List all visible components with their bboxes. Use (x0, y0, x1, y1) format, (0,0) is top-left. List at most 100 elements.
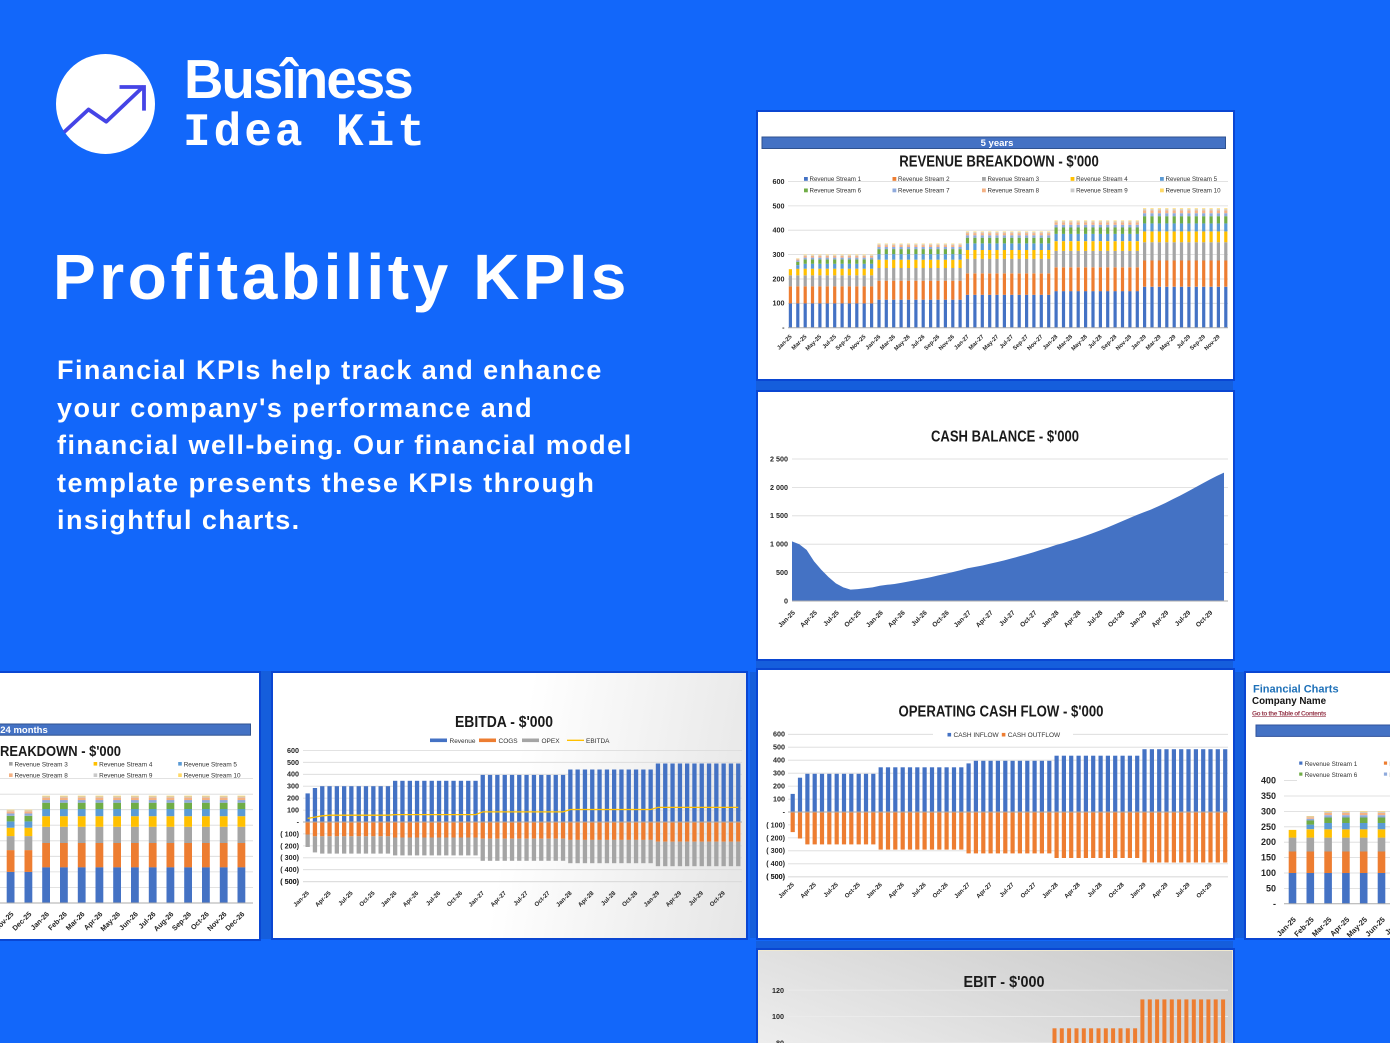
svg-text:Nov-26: Nov-26 (938, 334, 956, 352)
svg-text:Apr-29: Apr-29 (1151, 881, 1170, 900)
svg-text:Jan-27: Jan-27 (953, 609, 973, 629)
svg-text:May-26: May-26 (98, 910, 122, 934)
svg-text:Jan-26: Jan-26 (865, 609, 885, 629)
svg-text:Jul-25: Jul-25 (337, 890, 355, 908)
svg-text:Nov-28: Nov-28 (1115, 334, 1133, 352)
svg-text:Revenue Stream 6: Revenue Stream 6 (1305, 772, 1358, 779)
svg-text:Revenue Stream 1: Revenue Stream 1 (1305, 761, 1358, 768)
svg-text:Revenue Stream 7: Revenue Stream 7 (898, 188, 950, 195)
svg-text:100: 100 (773, 795, 785, 804)
svg-text:Oct-25: Oct-25 (843, 609, 863, 629)
svg-text:Revenue Stream 10: Revenue Stream 10 (184, 773, 241, 780)
svg-text:Dec-25: Dec-25 (10, 910, 33, 933)
svg-text:Jul-25: Jul-25 (1383, 915, 1390, 937)
svg-text:2 000: 2 000 (770, 483, 788, 492)
svg-text:Revenue Stream 10: Revenue Stream 10 (1166, 188, 1222, 195)
svg-text:Revenue Stream 4: Revenue Stream 4 (99, 761, 153, 768)
svg-text:OPERATING CASH FLOW - $'000: OPERATING CASH FLOW - $'000 (899, 704, 1104, 721)
svg-text:-: - (1273, 899, 1276, 909)
svg-text:Oct-26: Oct-26 (446, 890, 465, 909)
svg-text:200: 200 (1261, 837, 1276, 847)
svg-text:CASH INFLOW: CASH INFLOW (954, 732, 1000, 739)
svg-text:Jun-26: Jun-26 (117, 910, 140, 933)
svg-text:Apr-25: Apr-25 (314, 890, 333, 909)
svg-text:500: 500 (773, 743, 785, 752)
svg-text:-: - (782, 323, 785, 332)
svg-text:300: 300 (287, 782, 299, 791)
svg-text:Revenue Stream 4: Revenue Stream 4 (1076, 176, 1128, 183)
svg-text:Revenue Stream 2: Revenue Stream 2 (898, 176, 950, 183)
svg-text:( 200): ( 200) (280, 841, 299, 850)
svg-text:Revenue Stream 6: Revenue Stream 6 (810, 188, 862, 195)
svg-text:Apr-26: Apr-26 (402, 890, 421, 909)
svg-text:Jul-26: Jul-26 (910, 881, 928, 899)
svg-text:Apr-25: Apr-25 (799, 609, 819, 629)
svg-text:Oct-25: Oct-25 (843, 881, 862, 900)
svg-text:Aug-26: Aug-26 (152, 910, 176, 934)
svg-text:( 500): ( 500) (280, 877, 299, 886)
svg-text:Revenue Stream 3: Revenue Stream 3 (15, 761, 69, 768)
svg-text:500: 500 (776, 568, 788, 577)
svg-text:80: 80 (776, 1038, 784, 1043)
svg-text:OPEX: OPEX (542, 738, 561, 745)
svg-text:600: 600 (773, 177, 785, 186)
svg-text:Jul-28: Jul-28 (1086, 609, 1105, 628)
svg-text:EBITDA: EBITDA (586, 738, 610, 745)
svg-text:300: 300 (773, 769, 785, 778)
svg-text:( 400): ( 400) (766, 859, 785, 868)
svg-text:Apr-28: Apr-28 (1063, 881, 1082, 900)
svg-text:( 400): ( 400) (280, 865, 299, 874)
svg-text:Jan-28: Jan-28 (1041, 609, 1061, 629)
svg-text:24 months: 24 months (0, 725, 48, 736)
svg-text:5 years: 5 years (981, 138, 1014, 149)
svg-text:May-26: May-26 (894, 334, 913, 353)
svg-text:Oct-26: Oct-26 (931, 881, 950, 900)
svg-text:( 500): ( 500) (766, 872, 785, 881)
svg-text:( 200): ( 200) (766, 833, 785, 842)
svg-text:Jan-27: Jan-27 (953, 881, 972, 900)
svg-text:100: 100 (287, 806, 299, 815)
svg-text:Jul-29: Jul-29 (688, 890, 706, 908)
svg-text:Nov-27: Nov-27 (1027, 334, 1045, 352)
svg-text:Jan-28: Jan-28 (555, 890, 574, 909)
svg-text:Mar-26: Mar-26 (64, 910, 87, 933)
svg-text:Jul-29: Jul-29 (1174, 609, 1193, 628)
svg-text:CASH BALANCE - $'000: CASH BALANCE - $'000 (931, 429, 1079, 446)
svg-text:500: 500 (773, 201, 785, 210)
svg-text:Jul-26: Jul-26 (425, 890, 443, 908)
svg-text:120: 120 (772, 986, 784, 995)
svg-text:Jan-29: Jan-29 (1129, 881, 1148, 900)
svg-text:Jan-27: Jan-27 (467, 890, 486, 909)
svg-text:600: 600 (287, 746, 299, 755)
svg-text:200: 200 (773, 782, 785, 791)
svg-text:1 500: 1 500 (770, 511, 788, 520)
svg-text:Oct-25: Oct-25 (358, 890, 377, 909)
svg-text:Jul-26: Jul-26 (910, 609, 929, 628)
svg-text:Financial Charts: Financial Charts (1253, 684, 1339, 696)
svg-text:Apr-27: Apr-27 (489, 890, 508, 909)
svg-text:Oct-29: Oct-29 (1195, 881, 1214, 900)
svg-text:Jan-25: Jan-25 (777, 881, 796, 900)
svg-text:Oct-28: Oct-28 (1107, 609, 1127, 629)
svg-text:Revenue Stream 1: Revenue Stream 1 (810, 176, 862, 183)
svg-text:REVENUE BREAKDOWN - $'000: REVENUE BREAKDOWN - $'000 (899, 154, 1099, 171)
svg-text:EBIT - $'000: EBIT - $'000 (964, 974, 1045, 991)
svg-text:Oct-26: Oct-26 (931, 609, 951, 629)
svg-text:Jul-25: Jul-25 (822, 881, 840, 899)
svg-text:Nov-26: Nov-26 (205, 910, 228, 933)
svg-text:Apr-25: Apr-25 (799, 881, 818, 900)
svg-text:Revenue Stream 3: Revenue Stream 3 (988, 176, 1040, 183)
svg-text:Nov-25: Nov-25 (849, 334, 867, 352)
svg-text:Apr-27: Apr-27 (975, 609, 995, 629)
svg-text:Jun-25: Jun-25 (1363, 915, 1386, 938)
svg-text:Jul-27: Jul-27 (998, 609, 1017, 628)
svg-text:Revenue Stream 5: Revenue Stream 5 (184, 761, 238, 768)
svg-text:( 500): ( 500) (766, 872, 785, 881)
svg-text:Oct-29: Oct-29 (1195, 609, 1215, 629)
svg-text:Jan-26: Jan-26 (380, 890, 399, 909)
svg-text:COGS: COGS (499, 738, 519, 745)
svg-text:1 000: 1 000 (770, 540, 788, 549)
svg-text:Jan-29: Jan-29 (1129, 609, 1149, 629)
svg-text:Revenue Stream 8: Revenue Stream 8 (15, 773, 69, 780)
svg-text:Jul-27: Jul-27 (998, 881, 1016, 899)
